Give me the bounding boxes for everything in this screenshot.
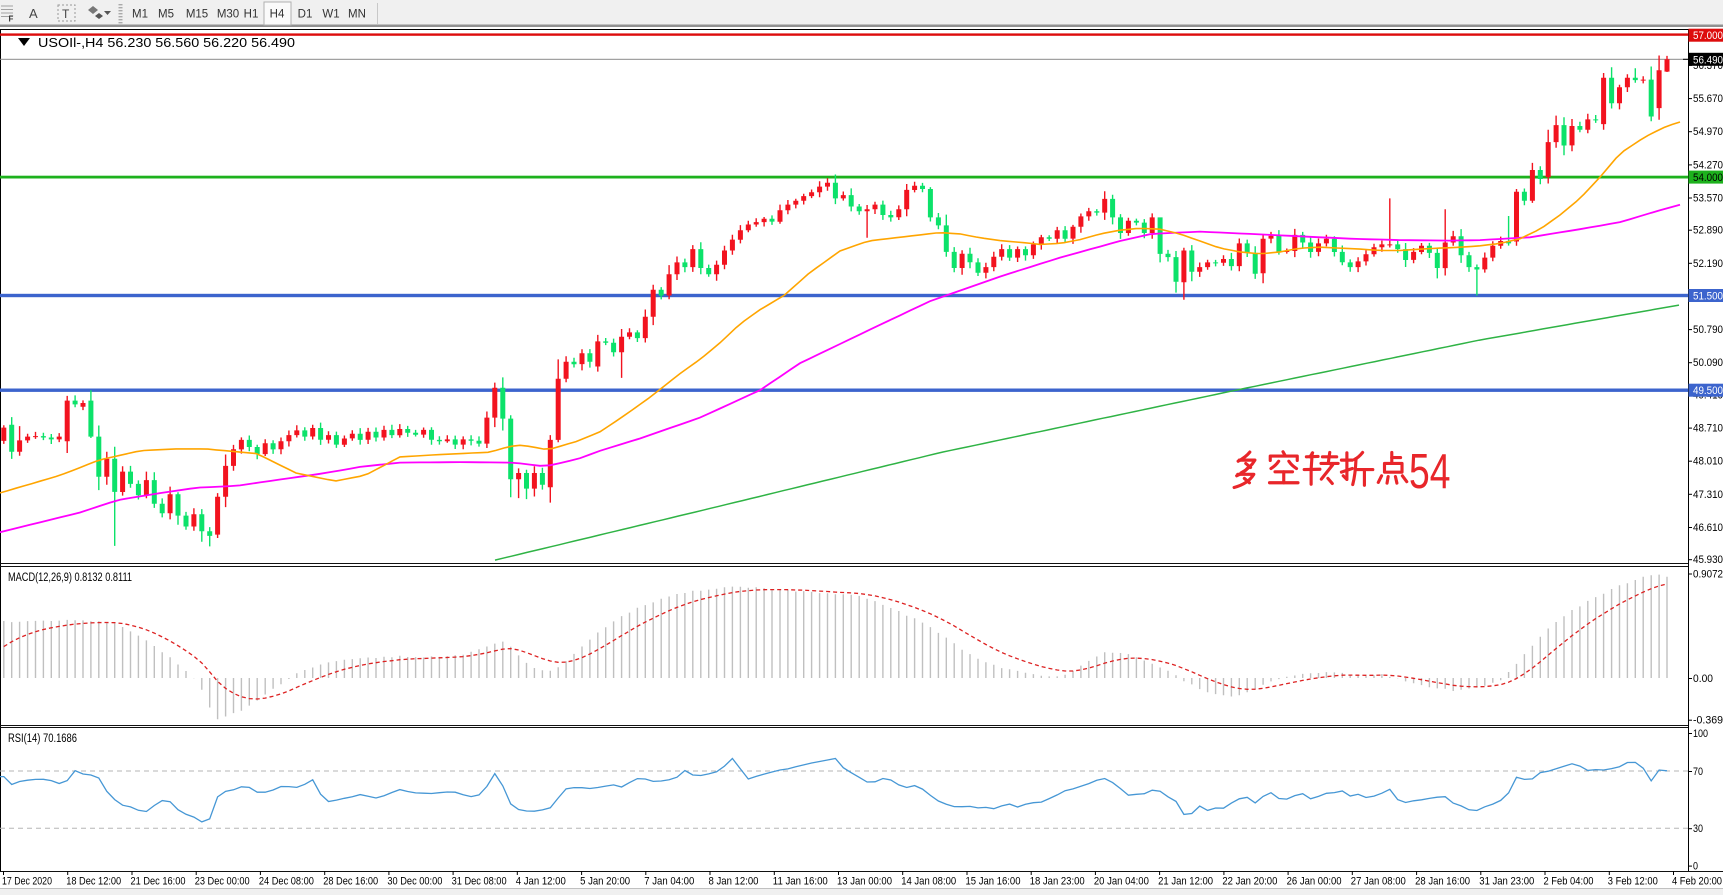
svg-text:24 Dec 08:00: 24 Dec 08:00 bbox=[259, 876, 314, 888]
svg-text:46.610: 46.610 bbox=[1693, 522, 1723, 534]
svg-text:27 Jan 08:00: 27 Jan 08:00 bbox=[1351, 876, 1406, 888]
svg-text:11 Jan 16:00: 11 Jan 16:00 bbox=[773, 876, 828, 888]
svg-text:54.000: 54.000 bbox=[1693, 172, 1723, 184]
svg-text:18 Jan 23:00: 18 Jan 23:00 bbox=[1030, 876, 1085, 888]
svg-text:20 Jan 04:00: 20 Jan 04:00 bbox=[1094, 876, 1149, 888]
svg-text:2 Feb 04:00: 2 Feb 04:00 bbox=[1544, 876, 1594, 888]
svg-text:MACD(12,26,9) 0.8132 0.8111: MACD(12,26,9) 0.8132 0.8111 bbox=[8, 572, 132, 584]
svg-text:22 Jan 20:00: 22 Jan 20:00 bbox=[1222, 876, 1277, 888]
svg-text:17 Dec 2020: 17 Dec 2020 bbox=[2, 876, 52, 888]
svg-text:31 Dec 08:00: 31 Dec 08:00 bbox=[452, 876, 507, 888]
svg-text:52.190: 52.190 bbox=[1693, 258, 1723, 270]
svg-text:F: F bbox=[9, 15, 14, 24]
svg-text:RSI(14) 70.1686: RSI(14) 70.1686 bbox=[8, 733, 77, 745]
svg-text:54.270: 54.270 bbox=[1693, 159, 1723, 171]
svg-text:14 Jan 08:00: 14 Jan 08:00 bbox=[901, 876, 956, 888]
svg-text:M30: M30 bbox=[217, 9, 239, 21]
svg-text:3 Feb 12:00: 3 Feb 12:00 bbox=[1608, 876, 1658, 888]
svg-text:52.890: 52.890 bbox=[1693, 225, 1723, 237]
svg-text:0.00: 0.00 bbox=[1693, 673, 1713, 685]
svg-text:54: 54 bbox=[1409, 445, 1450, 499]
svg-text:53.570: 53.570 bbox=[1693, 193, 1723, 205]
svg-text:51.500: 51.500 bbox=[1693, 291, 1723, 303]
svg-text:45.930: 45.930 bbox=[1693, 554, 1723, 566]
svg-text:M1: M1 bbox=[132, 9, 148, 21]
svg-text:70: 70 bbox=[1693, 766, 1703, 778]
svg-text:30: 30 bbox=[1693, 823, 1703, 835]
svg-text:18 Dec 12:00: 18 Dec 12:00 bbox=[66, 876, 121, 888]
svg-text:8 Jan 12:00: 8 Jan 12:00 bbox=[709, 876, 759, 888]
svg-text:15 Jan 16:00: 15 Jan 16:00 bbox=[966, 876, 1021, 888]
svg-text:M15: M15 bbox=[186, 9, 208, 21]
svg-text:49.500: 49.500 bbox=[1693, 385, 1723, 397]
svg-text:21 Jan 12:00: 21 Jan 12:00 bbox=[1158, 876, 1213, 888]
svg-text:T: T bbox=[62, 7, 70, 21]
svg-text:0: 0 bbox=[1693, 861, 1698, 873]
svg-text:50.090: 50.090 bbox=[1693, 357, 1723, 369]
svg-text:50.790: 50.790 bbox=[1693, 324, 1723, 336]
svg-text:54.970: 54.970 bbox=[1693, 126, 1723, 138]
svg-text:USOIl-,H4 56.230 56.560 56.22: USOIl-,H4 56.230 56.560 56.220 56.490 bbox=[38, 35, 295, 50]
svg-text:13 Jan 00:00: 13 Jan 00:00 bbox=[837, 876, 892, 888]
svg-text:21 Dec 16:00: 21 Dec 16:00 bbox=[131, 876, 186, 888]
svg-text:55.670: 55.670 bbox=[1693, 93, 1723, 105]
svg-text:31 Jan 23:00: 31 Jan 23:00 bbox=[1479, 876, 1534, 888]
svg-text:48.710: 48.710 bbox=[1693, 423, 1723, 435]
svg-text:7 Jan 04:00: 7 Jan 04:00 bbox=[644, 876, 694, 888]
svg-text:28 Jan 16:00: 28 Jan 16:00 bbox=[1415, 876, 1470, 888]
svg-text:0.9072: 0.9072 bbox=[1693, 569, 1723, 581]
svg-text:M5: M5 bbox=[158, 9, 174, 21]
svg-text:MN: MN bbox=[348, 9, 366, 21]
svg-text:26 Jan 00:00: 26 Jan 00:00 bbox=[1287, 876, 1342, 888]
svg-text:56.490: 56.490 bbox=[1693, 54, 1723, 66]
svg-text:-0.369: -0.369 bbox=[1693, 715, 1723, 727]
svg-text:4 Jan 12:00: 4 Jan 12:00 bbox=[516, 876, 566, 888]
svg-text:A: A bbox=[29, 6, 38, 21]
svg-text:5 Jan 20:00: 5 Jan 20:00 bbox=[580, 876, 630, 888]
svg-text:47.310: 47.310 bbox=[1693, 489, 1723, 501]
svg-text:H1: H1 bbox=[244, 9, 259, 21]
svg-text:48.010: 48.010 bbox=[1693, 456, 1723, 468]
svg-text:30 Dec 00:00: 30 Dec 00:00 bbox=[387, 876, 442, 888]
svg-text:57.000: 57.000 bbox=[1693, 30, 1723, 42]
svg-text:100: 100 bbox=[1693, 728, 1708, 740]
svg-text:H4: H4 bbox=[270, 9, 285, 21]
svg-text:4 Feb 20:00: 4 Feb 20:00 bbox=[1672, 876, 1722, 888]
svg-text:28 Dec 16:00: 28 Dec 16:00 bbox=[323, 876, 378, 888]
svg-text:23 Dec 00:00: 23 Dec 00:00 bbox=[195, 876, 250, 888]
svg-text:W1: W1 bbox=[322, 9, 339, 21]
svg-text:D1: D1 bbox=[298, 9, 313, 21]
